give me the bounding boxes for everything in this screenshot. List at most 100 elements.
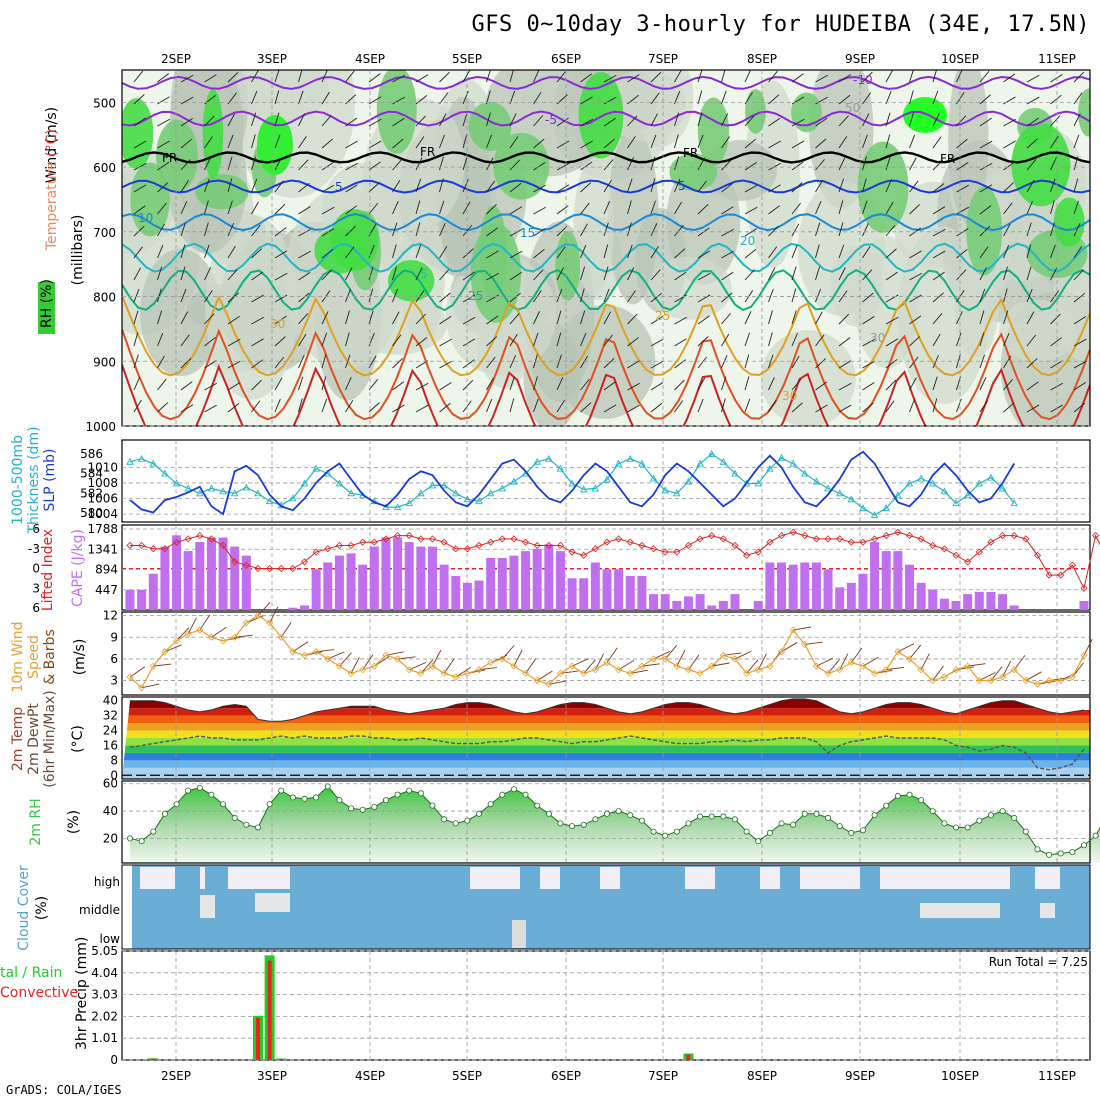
wind-speed-point <box>719 651 727 659</box>
li-point <box>417 535 425 543</box>
wind-speed-point <box>975 676 983 685</box>
wind-barb <box>368 73 381 83</box>
wind-barb <box>1026 200 1033 215</box>
rh-shade-green <box>966 186 1003 276</box>
wind-barb <box>274 398 281 413</box>
rh-point <box>348 805 355 812</box>
li-point <box>905 532 914 540</box>
rh-point <box>429 802 436 809</box>
wind-barb-10m <box>409 662 426 671</box>
wind-barb <box>627 222 632 237</box>
cape-bar <box>730 594 740 610</box>
li-tick: 0 <box>32 562 40 576</box>
wind-barb <box>415 267 423 281</box>
wind-barb <box>650 92 660 105</box>
rh-point <box>464 817 471 824</box>
wind-barb <box>556 225 568 237</box>
wind-barb <box>274 336 286 347</box>
li-point <box>149 545 157 553</box>
wind-barb <box>674 271 687 281</box>
rh-shade-green <box>388 260 435 302</box>
pressure-tick: 900 <box>93 355 116 369</box>
cape-bar <box>148 573 158 610</box>
precip-tick: 3.03 <box>91 988 118 1002</box>
wind-barb <box>627 200 632 215</box>
wind-barb <box>439 223 446 237</box>
rh-shade-green <box>468 101 512 151</box>
wind-barb <box>345 162 358 171</box>
wind-speed-point <box>882 666 890 674</box>
wind-barb <box>298 313 309 325</box>
wind-barb <box>885 271 898 281</box>
cloud-high-clear <box>140 867 175 889</box>
wind-barb <box>862 134 868 149</box>
cloud-high-clear <box>760 867 780 889</box>
wind-barb <box>415 115 426 127</box>
rh-point <box>371 803 378 810</box>
wind-barb <box>862 246 871 259</box>
wind-barb <box>392 74 405 83</box>
rh-point <box>476 810 483 817</box>
wind-barb <box>580 288 585 303</box>
wind-barb <box>603 222 609 237</box>
rh-point <box>615 808 622 815</box>
wind-barb <box>909 398 916 413</box>
wind-barb <box>885 248 897 259</box>
wind-barb <box>791 73 804 83</box>
wind-barb <box>439 382 452 391</box>
wind-barb <box>415 360 429 369</box>
thickness-point <box>626 454 635 462</box>
wind-barb <box>603 381 616 391</box>
temp-band <box>122 715 1090 724</box>
wind-barb <box>180 334 190 347</box>
precip-label-3-text: 3hr Precip <box>74 979 90 1050</box>
wind-barb <box>1050 222 1055 237</box>
thickness-point <box>777 453 786 461</box>
isotherm-label-fr: FR <box>683 146 698 160</box>
cape-bar <box>300 605 310 610</box>
wind-barb <box>1003 161 1016 171</box>
date-label-top: 7SEP <box>648 52 678 66</box>
wind-barb <box>650 402 663 413</box>
li-point <box>882 532 890 540</box>
wind-barb <box>744 398 751 413</box>
rh-point <box>301 795 308 802</box>
thickness-label: 1000-500mb <box>10 435 26 525</box>
li-point <box>428 535 437 543</box>
wind-barb <box>744 162 757 171</box>
temp-line <box>130 698 1085 722</box>
thickness-point <box>719 457 728 465</box>
pressure-tick: 1000 <box>85 420 116 434</box>
rh-point <box>336 797 343 804</box>
wind-barb <box>298 228 311 237</box>
rh-tick: 60 <box>103 777 118 791</box>
wind-barb <box>744 138 757 149</box>
wind-barb <box>1026 74 1040 83</box>
isotherm-line <box>122 364 1090 426</box>
thickness-point <box>207 484 216 492</box>
wind-barb <box>744 376 750 391</box>
cape-bar <box>125 589 135 610</box>
wind-barb <box>909 180 919 193</box>
rh-point <box>906 791 913 798</box>
rh2m-label: 2m RH <box>28 798 44 845</box>
wind-barb <box>251 224 261 237</box>
wind-barb <box>204 178 210 193</box>
wind-barb-10m <box>280 622 292 638</box>
wind-barb-10m <box>839 653 849 670</box>
pressure-tick: 700 <box>93 226 116 240</box>
upper-pressure-label: (millibars) <box>70 215 86 286</box>
wind-barb <box>674 70 682 83</box>
wind-speed-point <box>126 673 134 681</box>
wind-barb <box>1073 316 1087 325</box>
rh-point <box>755 838 762 845</box>
wind-barb <box>533 228 546 237</box>
cloud-high-clear <box>600 867 620 889</box>
wind-speed-point <box>242 619 250 627</box>
wind-barb <box>298 333 307 347</box>
wind-speed-point <box>1010 666 1018 674</box>
wind-barb <box>862 223 869 237</box>
rh-point <box>662 832 669 839</box>
wind-barb <box>486 134 492 149</box>
wind-barb <box>368 378 379 391</box>
